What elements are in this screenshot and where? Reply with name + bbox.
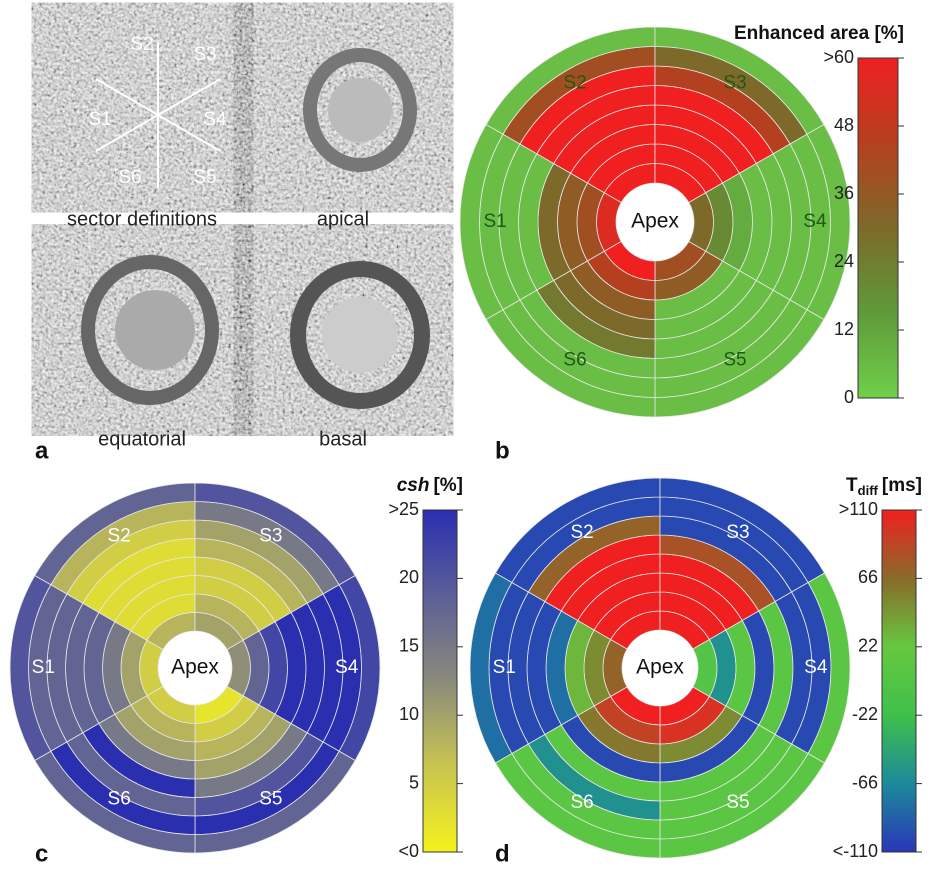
bullseye: S1 S2 S3 S4 S5 S6 Apex 0 12 24 36 48 >60 Enhanced are… bbox=[460, 23, 904, 417]
image-caption: basal bbox=[319, 428, 367, 450]
tick-label: >110 bbox=[839, 499, 878, 519]
title-part: Enhanced area [%] bbox=[734, 23, 904, 44]
tick-label: 66 bbox=[858, 567, 878, 587]
sector-label: S1 bbox=[88, 109, 111, 130]
colorbar bbox=[858, 58, 898, 398]
tick-label: -66 bbox=[852, 772, 878, 792]
sector-label: S1 bbox=[32, 657, 55, 678]
tick-label: >60 bbox=[823, 47, 854, 67]
sector-label: S5 bbox=[723, 349, 746, 370]
title-part: [ms] bbox=[882, 475, 922, 496]
sector-label: S3 bbox=[723, 73, 746, 94]
panel-label: c bbox=[35, 840, 48, 867]
sector-label: S6 bbox=[108, 788, 131, 809]
tick-label: 0 bbox=[844, 387, 854, 407]
title-part: diff bbox=[858, 483, 879, 498]
title-part: T bbox=[846, 475, 858, 496]
tick-label: 36 bbox=[834, 183, 854, 203]
sector-label: S5 bbox=[193, 167, 216, 188]
tick-label: 48 bbox=[834, 115, 854, 135]
colorbar bbox=[423, 510, 457, 852]
panel-label: a bbox=[35, 437, 49, 464]
image-caption: sector definitions bbox=[67, 208, 217, 230]
panel-label: d bbox=[495, 840, 510, 867]
figure: S1 S2 S3 S4 S5 S6 sector definitions apical equa… bbox=[0, 0, 937, 867]
sector-label: S1 bbox=[493, 657, 516, 678]
center-label: Apex bbox=[636, 656, 684, 679]
sector-label: S1 bbox=[483, 211, 506, 232]
sector-label: S2 bbox=[108, 526, 131, 547]
tick-label: 10 bbox=[399, 704, 419, 724]
tick-label: 20 bbox=[399, 567, 419, 587]
colorbar-title: Enhanced area [%] bbox=[734, 23, 904, 44]
sector-label: S5 bbox=[259, 788, 282, 809]
sector-label: S6 bbox=[570, 792, 593, 813]
tick-label: 22 bbox=[858, 636, 878, 656]
sector-label: S4 bbox=[803, 211, 827, 232]
panel-label: b bbox=[495, 437, 510, 464]
tick-label: 15 bbox=[399, 636, 419, 656]
ventricle bbox=[328, 78, 392, 142]
sector-label: S4 bbox=[203, 109, 227, 130]
sector-label: S6 bbox=[563, 349, 586, 370]
ventricle bbox=[322, 297, 398, 373]
sector-label: S4 bbox=[335, 657, 359, 678]
colorbar bbox=[882, 510, 916, 852]
tick-label: <0 bbox=[398, 841, 419, 861]
sector-label: S2 bbox=[563, 73, 586, 94]
tick-label: 5 bbox=[409, 772, 419, 792]
center-label: Apex bbox=[631, 210, 679, 233]
sector-label: S2 bbox=[130, 34, 153, 55]
tick-label: 12 bbox=[834, 319, 854, 339]
sector-label: S5 bbox=[726, 792, 749, 813]
title-part: csh bbox=[397, 475, 430, 496]
sector-label: S3 bbox=[259, 526, 282, 547]
sector-label: S2 bbox=[570, 522, 593, 543]
tick-label: -22 bbox=[852, 704, 878, 724]
title-part: [%] bbox=[433, 475, 463, 496]
ventricle bbox=[115, 290, 195, 370]
bullseye: S1 S2 S3 S4 S5 S6 Apex <0 5 10 15 20 >25 csh[%] bbox=[10, 475, 463, 861]
colorbar-title: csh[%] bbox=[397, 475, 463, 496]
sector-label: S6 bbox=[118, 167, 141, 188]
tick-label: >25 bbox=[388, 499, 419, 519]
colorbar-title: Tdiff[ms] bbox=[846, 475, 922, 498]
image-caption: equatorial bbox=[98, 428, 186, 450]
sector-label: S4 bbox=[804, 657, 828, 678]
sector-label: S3 bbox=[726, 522, 749, 543]
tick-label: <-110 bbox=[833, 841, 878, 861]
center-label: Apex bbox=[171, 656, 219, 679]
sector-label: S3 bbox=[193, 44, 216, 65]
tick-label: 24 bbox=[834, 251, 854, 271]
image-caption: apical bbox=[317, 208, 369, 230]
